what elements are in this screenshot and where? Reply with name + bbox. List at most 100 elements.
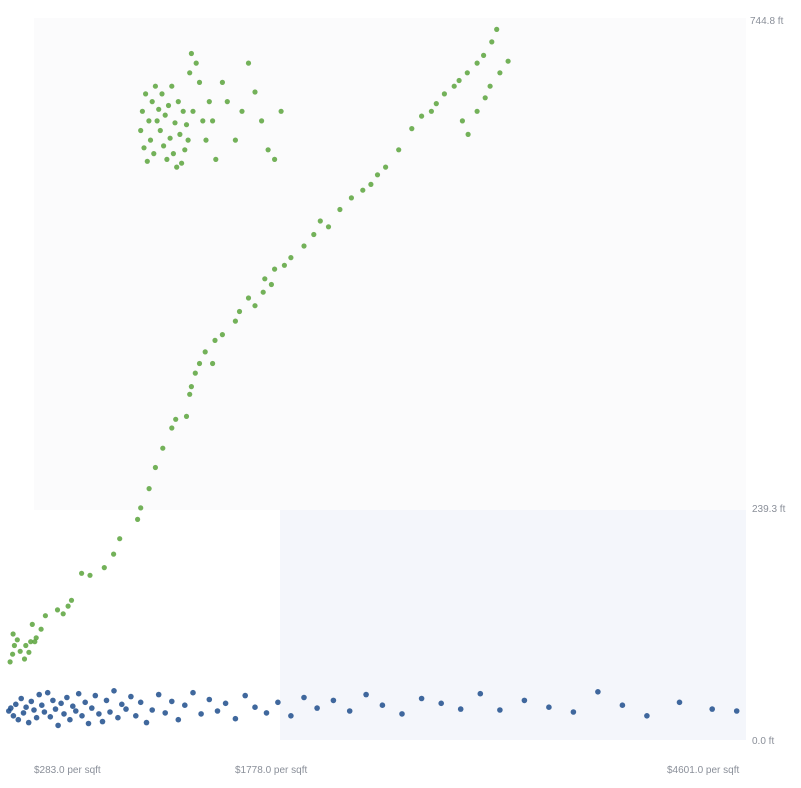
data-point [36, 691, 42, 698]
data-point [155, 691, 162, 698]
data-point [164, 156, 170, 162]
data-point [117, 536, 123, 542]
data-point [173, 416, 179, 422]
data-point [505, 58, 511, 64]
data-point [17, 648, 23, 654]
data-point [55, 722, 61, 729]
data-point [196, 360, 203, 367]
data-point [14, 637, 20, 643]
data-point [301, 694, 307, 701]
data-point [278, 108, 284, 114]
data-point [219, 332, 225, 338]
data-point [619, 702, 626, 708]
y-tick-bottom: 0.0 ft [752, 736, 774, 747]
data-point [10, 651, 16, 657]
data-point [41, 709, 48, 715]
data-point [89, 705, 95, 711]
data-point [182, 147, 188, 153]
data-point [242, 692, 248, 699]
data-point [202, 349, 208, 355]
data-point [383, 164, 389, 170]
data-point [128, 693, 134, 700]
data-point [438, 700, 445, 707]
data-point [99, 718, 106, 725]
x-tick-middle: $1778.0 per sqft [235, 765, 307, 776]
data-point [709, 706, 715, 712]
data-point [185, 137, 191, 143]
data-point [47, 714, 54, 720]
data-point [21, 656, 28, 662]
data-point [143, 91, 149, 97]
data-point [317, 218, 323, 224]
data-point [497, 707, 503, 713]
data-point [39, 702, 45, 708]
data-point [8, 705, 14, 711]
data-point [183, 413, 190, 419]
data-point [192, 370, 198, 376]
data-point [31, 707, 37, 713]
data-point [26, 649, 32, 655]
data-point [52, 706, 59, 712]
data-point [232, 137, 238, 143]
data-point [399, 711, 405, 717]
data-point [465, 131, 471, 137]
data-point [133, 713, 139, 719]
data-point [477, 690, 484, 697]
data-point [96, 711, 102, 717]
data-point [481, 52, 487, 59]
data-point [337, 206, 343, 213]
data-point [363, 691, 369, 698]
data-point [160, 445, 166, 451]
data-point [196, 79, 203, 85]
data-point [474, 108, 480, 114]
data-point [182, 702, 188, 708]
data-point [141, 145, 147, 151]
data-point [29, 621, 35, 628]
data-point [18, 695, 25, 702]
data-point [50, 697, 56, 704]
data-point [206, 696, 213, 703]
data-point [172, 120, 178, 126]
data-point [374, 172, 381, 178]
data-point [521, 697, 528, 704]
data-point [311, 231, 317, 238]
data-point [210, 118, 216, 124]
y-tick-middle: 239.3 ft [752, 504, 786, 515]
data-point [482, 95, 488, 101]
data-point [487, 83, 493, 89]
data-point [38, 626, 44, 632]
data-point [451, 83, 457, 89]
data-point [147, 137, 154, 143]
data-point [200, 118, 206, 124]
data-point [159, 91, 165, 97]
data-point [179, 160, 185, 166]
data-point [232, 318, 238, 324]
data-point [183, 122, 190, 128]
data-point [203, 137, 209, 143]
data-point [676, 699, 683, 706]
data-point [546, 704, 552, 710]
y-tick-top: 744.8 ft [750, 16, 784, 27]
data-point [193, 60, 199, 66]
data-point [111, 551, 117, 557]
data-point [224, 99, 230, 105]
data-point [70, 703, 76, 709]
data-point [152, 464, 158, 471]
data-point [28, 639, 34, 645]
data-point [23, 642, 29, 649]
data-point [379, 702, 386, 708]
data-point [156, 106, 162, 112]
data-point [119, 701, 125, 708]
data-point [245, 295, 252, 301]
data-point [82, 699, 88, 706]
data-point [418, 695, 425, 702]
data-point [441, 91, 447, 97]
data-point [115, 714, 121, 721]
data-point [157, 127, 163, 134]
data-point [456, 77, 462, 84]
data-point [32, 639, 38, 645]
data-point [262, 276, 268, 282]
data-point [28, 698, 35, 705]
data-point [188, 384, 194, 390]
